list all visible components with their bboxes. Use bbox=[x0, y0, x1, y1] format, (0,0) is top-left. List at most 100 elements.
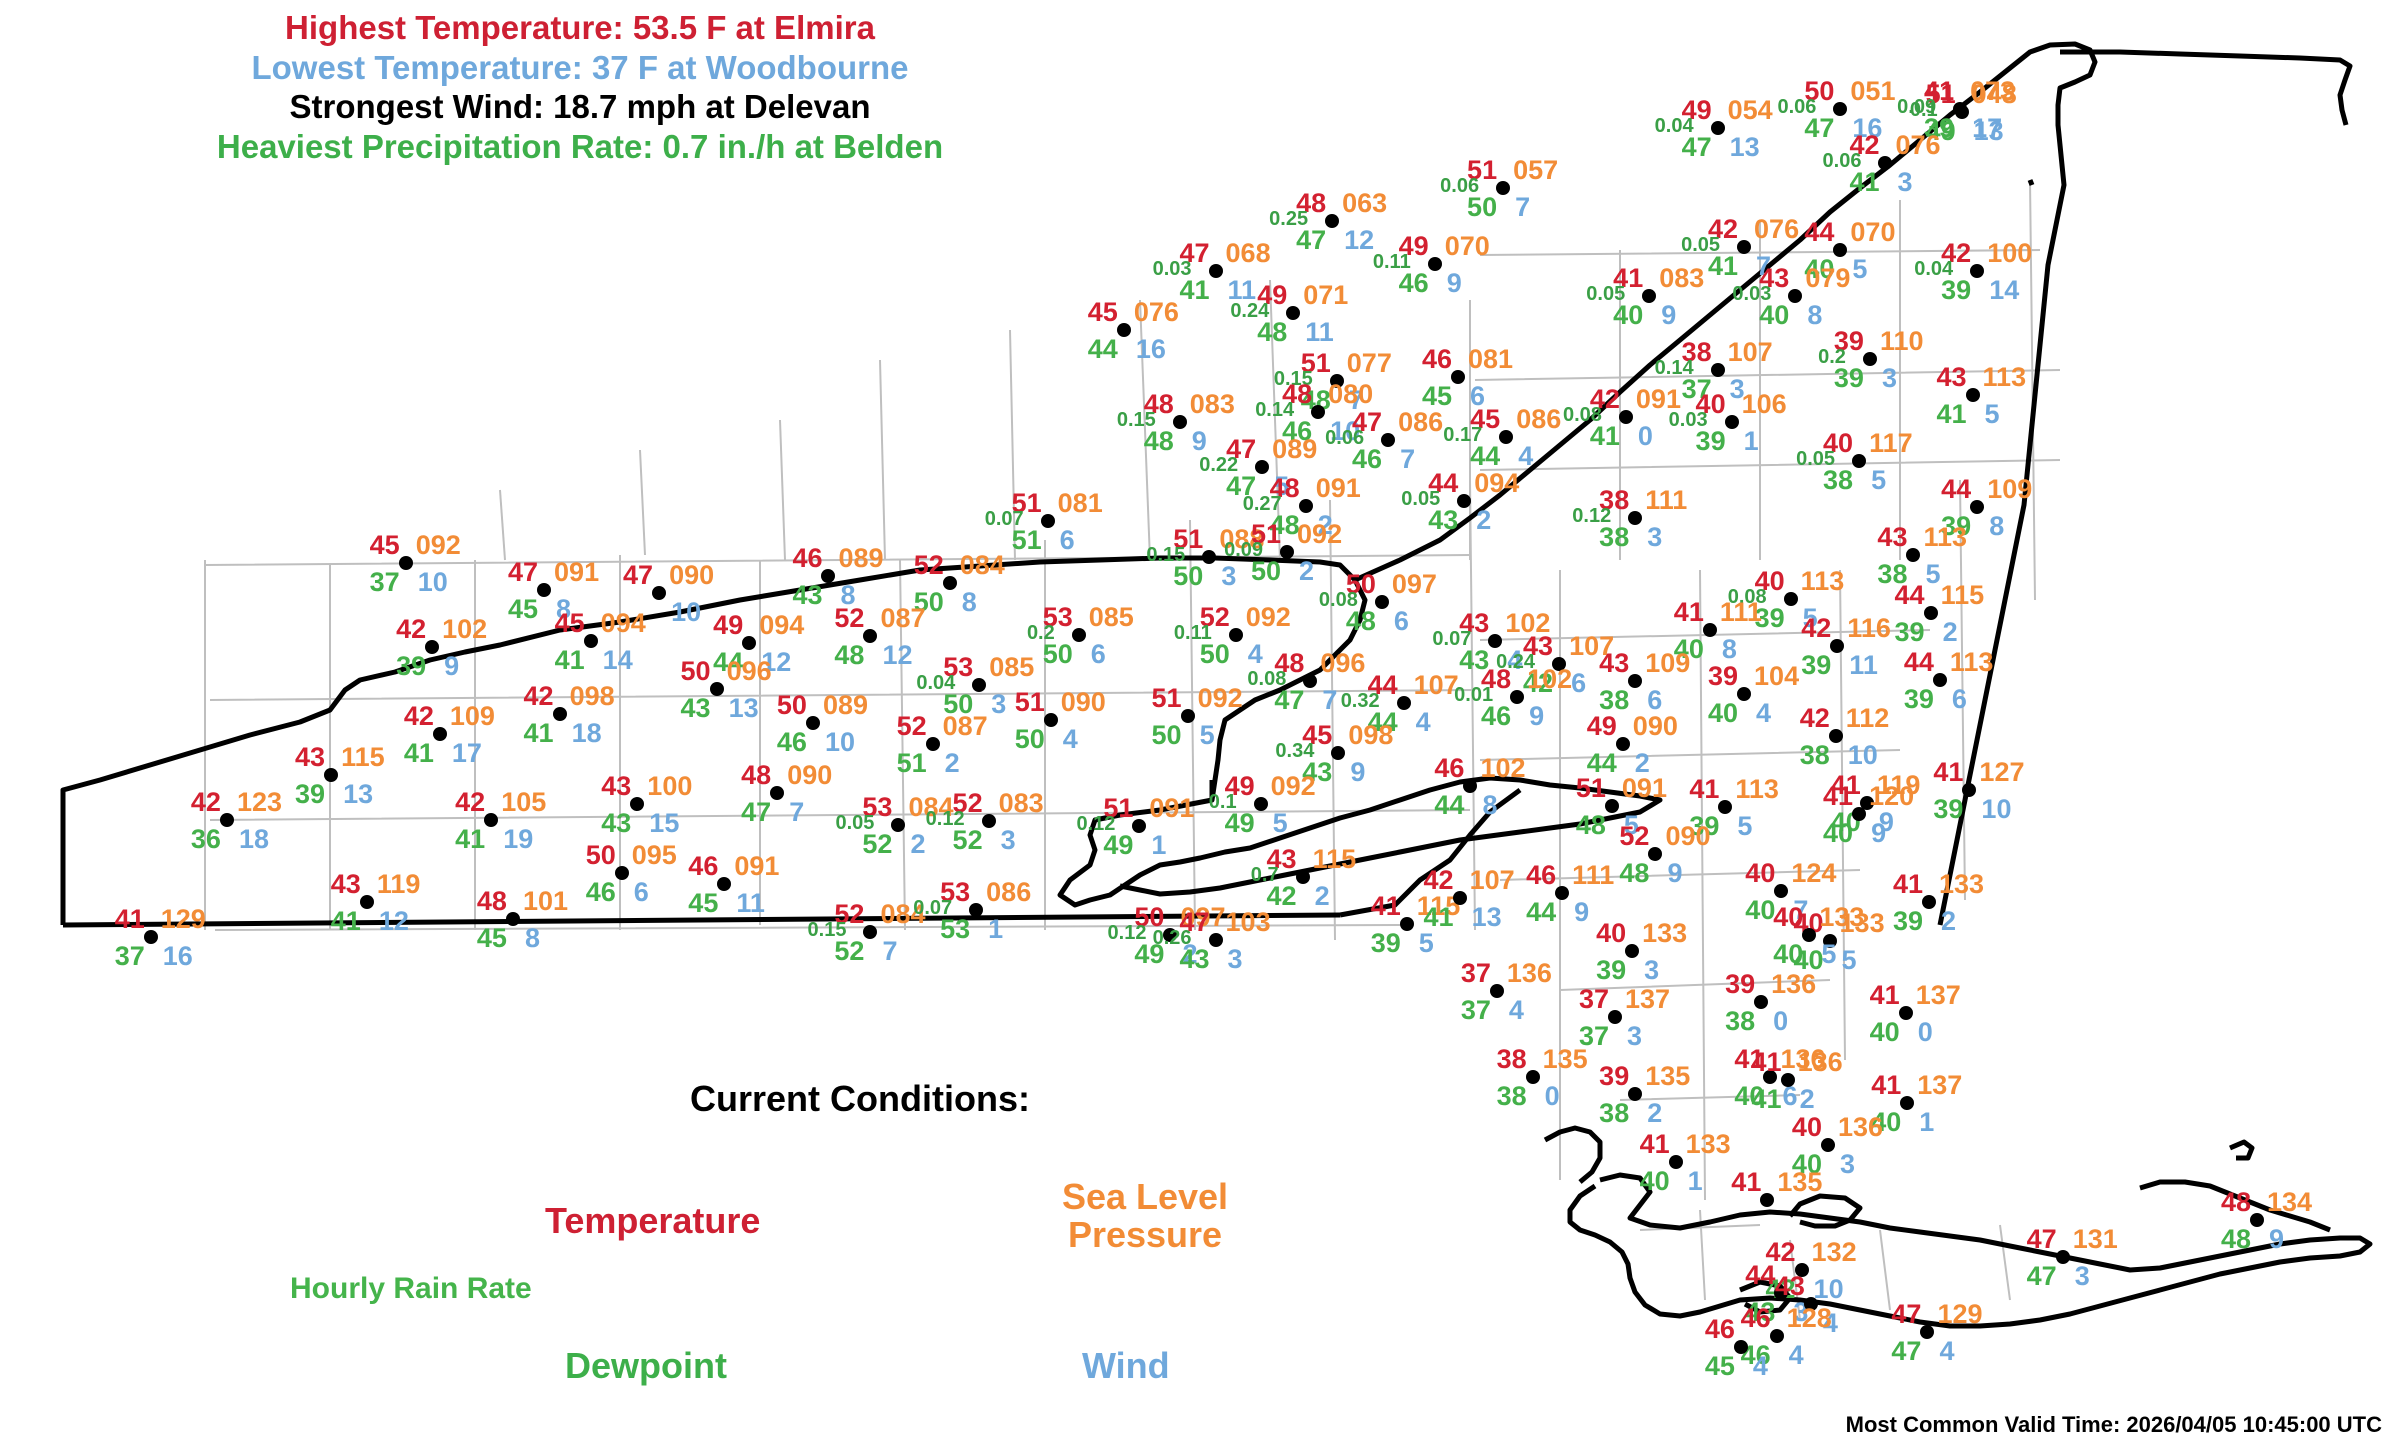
station-pressure: 109 bbox=[1645, 648, 1691, 679]
station-wind: 18 bbox=[571, 718, 602, 749]
station-dewpoint: 50 bbox=[943, 688, 974, 719]
station-rain-rate: 0.04 bbox=[916, 671, 956, 694]
station-dot bbox=[1862, 352, 1877, 367]
station-pressure: 070 bbox=[1850, 217, 1896, 248]
station-temperature: 48 bbox=[1282, 379, 1313, 410]
station-dot bbox=[1172, 414, 1187, 429]
station-dot bbox=[942, 576, 957, 591]
station-wind: 7 bbox=[1322, 685, 1338, 716]
station-temperature: 41 bbox=[1869, 979, 1900, 1010]
station-pressure: 107 bbox=[1727, 337, 1773, 368]
station-dot bbox=[742, 635, 757, 650]
station-temperature: 51 bbox=[1925, 79, 1956, 110]
station-temperature: 53 bbox=[943, 651, 974, 682]
station-rain-rate: 0.2 bbox=[1026, 621, 1055, 644]
station-dot bbox=[1737, 240, 1752, 255]
station-pressure: 096 bbox=[726, 656, 772, 687]
station-temperature: 39 bbox=[1599, 1060, 1630, 1091]
station-pressure: 091 bbox=[1635, 383, 1681, 414]
station-temperature: 47 bbox=[2026, 1224, 2057, 1255]
station-dewpoint: 48 bbox=[834, 640, 865, 671]
station-dewpoint: 41 bbox=[523, 718, 554, 749]
station-wind: 16 bbox=[1135, 333, 1166, 364]
station-dot bbox=[1802, 928, 1817, 943]
station-wind: 3 bbox=[2074, 1261, 2090, 1292]
station-temperature: 42 bbox=[1765, 1236, 1796, 1267]
station-temperature: 45 bbox=[369, 530, 400, 561]
station-pressure: 111 bbox=[1572, 860, 1615, 891]
station-rain-rate: 0.07 bbox=[913, 897, 953, 920]
station-rain-rate: 0.15 bbox=[1273, 368, 1313, 391]
station-wind: 9 bbox=[2268, 1223, 2285, 1254]
station-dot bbox=[1780, 1072, 1795, 1087]
station-rain-rate: 0.06 bbox=[1440, 175, 1480, 198]
station-temperature: 51 bbox=[1575, 772, 1606, 803]
station-dot bbox=[1329, 374, 1344, 389]
station-wind: 5 bbox=[1623, 809, 1639, 840]
station-dewpoint: 37 bbox=[1578, 1021, 1610, 1052]
station-dewpoint: 46 bbox=[1398, 268, 1429, 299]
station-temperature: 43 bbox=[1759, 262, 1790, 293]
station-pressure: 089 bbox=[838, 542, 884, 573]
station-temperature: 44 bbox=[1894, 579, 1925, 610]
station-temperature: 43 bbox=[1599, 648, 1630, 679]
station-wind: 4 bbox=[1062, 724, 1078, 755]
station-wind: 5 bbox=[1802, 602, 1818, 633]
station-dot bbox=[1496, 181, 1511, 196]
station-pressure: 113 bbox=[1735, 774, 1779, 805]
station-dot bbox=[1710, 363, 1725, 378]
station-wind: 6 bbox=[1647, 685, 1663, 716]
station-dewpoint: 49 bbox=[1925, 116, 1956, 147]
station-wind: 12 bbox=[882, 640, 913, 671]
station-dewpoint: 41 bbox=[455, 823, 486, 854]
station-temperature: 38 bbox=[1599, 485, 1630, 516]
station-wind: 8 bbox=[840, 579, 856, 610]
station-dot bbox=[1457, 493, 1472, 508]
station-wind: 5 bbox=[1984, 399, 2000, 430]
station-temperature: 40 bbox=[1695, 388, 1726, 419]
station-pressure: 133 bbox=[1642, 917, 1688, 948]
station-wind: 7 bbox=[882, 935, 898, 966]
station-pressure: 129 bbox=[1937, 1298, 1983, 1329]
station-dot bbox=[969, 903, 984, 918]
station-temperature: 40 bbox=[1773, 902, 1804, 933]
station-wind: 4 bbox=[1415, 707, 1431, 738]
station-wind: 1 bbox=[1919, 1107, 1935, 1138]
station-dewpoint: 41 bbox=[1589, 420, 1620, 451]
station-pressure: 113 bbox=[1982, 362, 2027, 393]
station-dot bbox=[1970, 263, 1985, 278]
station-pressure: 087 bbox=[880, 603, 926, 634]
station-dewpoint: 38 bbox=[1877, 559, 1908, 590]
station-pressure: 096 bbox=[1320, 648, 1366, 679]
station-temperature: 47 bbox=[507, 556, 539, 587]
station-temperature: 52 bbox=[896, 710, 927, 741]
station-wind: 3 bbox=[1729, 374, 1745, 405]
station-dot bbox=[1718, 800, 1733, 815]
station-temperature: 51 bbox=[1250, 519, 1282, 550]
station-wind: 2 bbox=[1299, 556, 1315, 587]
station-pressure: 136 bbox=[1837, 1112, 1884, 1143]
station-pressure: 110 bbox=[1879, 326, 1924, 357]
station-temperature: 41 bbox=[1751, 1046, 1782, 1077]
station-wind: 5 bbox=[1821, 939, 1837, 970]
station-dot bbox=[1628, 1086, 1643, 1101]
station-dot bbox=[1724, 414, 1739, 429]
station-pressure: 085 bbox=[1088, 601, 1134, 632]
station-dewpoint: 38 bbox=[1496, 1080, 1527, 1111]
station-dot bbox=[1922, 895, 1936, 910]
station-dewpoint: 50 bbox=[1014, 724, 1045, 755]
station-dewpoint: 39 bbox=[396, 651, 427, 682]
station-pressure: 092 bbox=[1297, 519, 1343, 550]
station-wind: 5 bbox=[1852, 254, 1868, 285]
station-wind: 11 bbox=[1849, 649, 1878, 680]
station-dewpoint: 40 bbox=[1613, 299, 1644, 330]
station-pressure: 095 bbox=[631, 839, 677, 870]
station-pressure: 107 bbox=[1569, 631, 1615, 662]
station-pressure: 124 bbox=[1791, 858, 1837, 889]
station-dewpoint: 48 bbox=[2220, 1223, 2251, 1254]
station-dot bbox=[1830, 638, 1845, 653]
station-wind: 14 bbox=[1989, 274, 2020, 305]
station-dewpoint: 48 bbox=[1575, 809, 1606, 840]
station-pressure: 109 bbox=[1987, 474, 2033, 505]
